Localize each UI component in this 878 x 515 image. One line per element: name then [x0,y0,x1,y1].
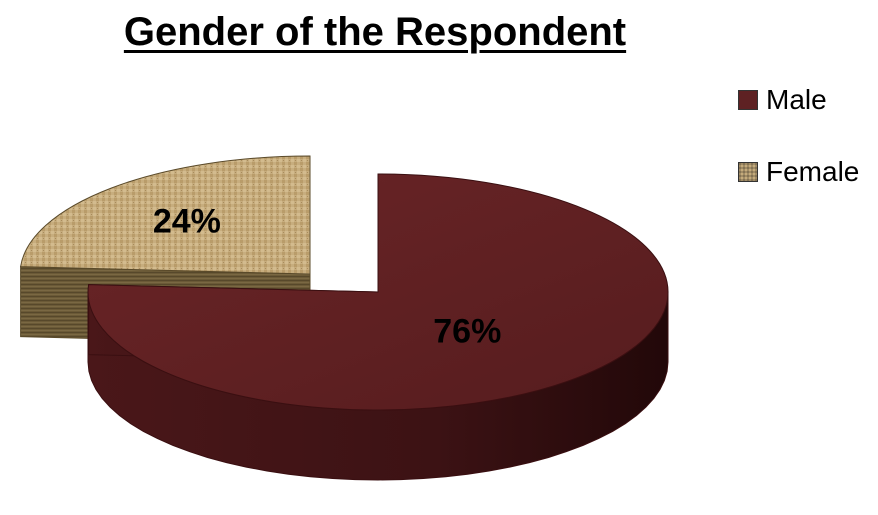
legend-swatch-female [738,162,758,182]
chart-title: Gender of the Respondent [123,10,627,54]
legend-item-male: Male [738,82,859,118]
pie-slice-female [20,155,311,275]
data-label-female: 24% [153,203,221,241]
pie-slice-male [87,173,669,411]
data-label-male: 76% [433,313,501,351]
legend-swatch-male [738,90,758,110]
legend: Male Female [738,82,859,226]
legend-label-male: Male [766,84,827,115]
legend-item-female: Female [738,154,859,190]
legend-label-female: Female [766,156,860,187]
